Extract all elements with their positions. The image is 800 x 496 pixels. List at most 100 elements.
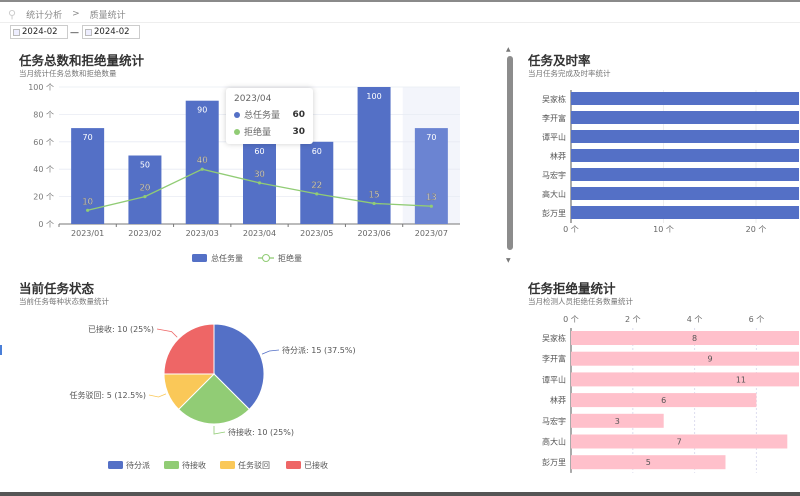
- bar-label: 70: [83, 133, 93, 142]
- y-tick-label: 李开富: [542, 354, 566, 364]
- bar-label: 60: [254, 147, 264, 156]
- y-tick-label: 高大山: [542, 437, 566, 447]
- y-tick-label: 吴家栋: [542, 333, 566, 343]
- x-tick-label: 2023/02: [128, 229, 161, 238]
- legend-icon: [164, 461, 179, 469]
- calendar-icon: [13, 28, 20, 36]
- chart-title: 任务拒绝量统计: [528, 281, 616, 296]
- legend-label: 任务驳回: [238, 460, 270, 470]
- breadcrumb-item: 质量统计: [89, 10, 126, 21]
- scrollbar[interactable]: [507, 56, 513, 250]
- legend-bar-icon: [192, 254, 207, 262]
- start-date-input[interactable]: 2024-02: [10, 25, 68, 39]
- y-tick-label: 林莽: [550, 151, 566, 161]
- chart-subtitle: 当前任务每种状态数量统计: [19, 297, 109, 306]
- bar: [571, 413, 664, 428]
- bar-label: 60: [312, 147, 322, 156]
- chart-title: 当前任务状态: [19, 281, 95, 296]
- x-tick-label: 2 个: [625, 315, 641, 324]
- chart-title: 任务及时率: [528, 53, 591, 68]
- edge-marker: [0, 345, 2, 355]
- y-tick-label: 40 个: [33, 165, 54, 174]
- y-tick-label: 20 个: [33, 193, 54, 202]
- legend-label: 待分派: [126, 460, 150, 470]
- tooltip-value: 60: [292, 109, 305, 120]
- bar: [571, 92, 799, 105]
- line-point: [315, 192, 319, 196]
- line-label: 22: [311, 181, 322, 191]
- bar-label: 3: [615, 417, 620, 426]
- bar: [300, 141, 334, 224]
- y-tick-label: 马宏宇: [542, 170, 566, 180]
- pie-slice: [163, 323, 215, 375]
- y-tick-label: 马宏宇: [542, 416, 566, 426]
- bar-label: 8: [692, 334, 697, 343]
- bar-label: 9: [708, 355, 713, 364]
- scroll-down-icon[interactable]: ▼: [506, 257, 511, 264]
- x-tick-label: 2023/06: [357, 229, 390, 238]
- breadcrumb-item[interactable]: 统计分析: [26, 10, 63, 21]
- scroll-up-icon[interactable]: ▲: [506, 46, 511, 53]
- legend-icon: [286, 461, 301, 469]
- bar-label: 70: [426, 133, 436, 142]
- pie-label-line: [261, 349, 280, 355]
- pie-label: 待分派: 15 (37.5%): [282, 345, 356, 355]
- x-tick-label: 2023/04: [243, 229, 276, 238]
- bar: [571, 372, 799, 387]
- bar-label: 90: [197, 106, 207, 115]
- divider: [0, 22, 800, 23]
- start-date-value: 2024-02: [22, 27, 58, 37]
- tooltip-row: 拒绝量 30: [234, 125, 305, 138]
- line-point: [372, 201, 376, 206]
- chart-subtitle: 当月统计任务总数和拒绝数量: [19, 69, 117, 78]
- legend-label: 已接收: [304, 460, 328, 470]
- line-point: [429, 204, 433, 208]
- breadcrumb-separator: >: [72, 9, 80, 19]
- pie-label-line: [148, 393, 167, 398]
- y-tick-label: 林莽: [550, 395, 566, 405]
- bar: [128, 155, 162, 224]
- y-tick-label: 80 个: [33, 110, 54, 119]
- x-tick-label: 4 个: [687, 315, 703, 324]
- tooltip-series-name: 总任务量: [244, 111, 281, 121]
- end-date-value: 2024-02: [94, 27, 130, 37]
- bar-label: 7: [677, 438, 682, 447]
- x-tick-label: 2023/03: [186, 229, 219, 238]
- tooltip-category: 2023/04: [234, 94, 272, 104]
- chart-subtitle: 当月检测人员拒绝任务数量统计: [528, 297, 633, 306]
- bar: [414, 128, 448, 224]
- tooltip-value: 30: [292, 126, 305, 137]
- bar: [571, 434, 788, 449]
- y-tick-label: 谭平山: [542, 374, 566, 384]
- legend-icon: [220, 461, 235, 469]
- pie-label: 已接收: 10 (25%): [88, 324, 154, 334]
- date-separator: —: [70, 28, 79, 38]
- pie-label: 任务驳回: 5 (12.5%): [69, 390, 146, 400]
- line-label: 30: [254, 170, 265, 180]
- end-date-input[interactable]: 2024-02: [82, 25, 140, 39]
- chart-tooltip: 2023/04 总任务量 60 拒绝量 30: [226, 88, 313, 144]
- tooltip-series-name: 拒绝量: [244, 128, 272, 138]
- legend-label: 待接收: [182, 460, 206, 470]
- x-tick-label: 2023/05: [300, 229, 333, 238]
- pie-slice: [213, 323, 265, 411]
- y-tick-label: 谭平山: [542, 132, 566, 142]
- line-point: [143, 195, 147, 199]
- breadcrumb: ⚲ 统计分析 > 质量统计: [8, 6, 126, 22]
- legend-icon: [108, 461, 123, 469]
- x-tick-label: 20 个: [746, 225, 767, 234]
- series-dot-icon: [234, 128, 240, 135]
- line-point: [200, 167, 204, 171]
- bar: [571, 168, 799, 181]
- line-label: 13: [426, 193, 437, 203]
- bar-label: 50: [140, 161, 150, 170]
- chart-subtitle: 当月任务完成及时率统计: [528, 69, 611, 78]
- bar: [571, 331, 799, 345]
- y-tick-label: 60 个: [33, 138, 54, 147]
- y-tick-label: 100 个: [28, 83, 54, 92]
- pie-slice: [177, 373, 251, 425]
- x-tick-label: 0 个: [563, 225, 579, 234]
- legend-label: 拒绝量: [278, 253, 302, 263]
- y-tick-label: 彭万里: [542, 208, 566, 218]
